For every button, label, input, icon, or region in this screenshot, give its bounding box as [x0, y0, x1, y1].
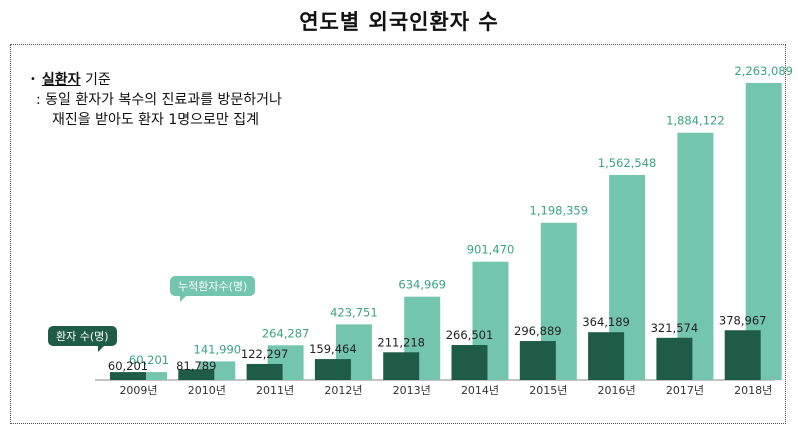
patient-bar: [383, 352, 420, 380]
x-tick-label: 2010년: [188, 384, 226, 397]
patient-bar: [519, 341, 556, 380]
patient-value-label: 211,218: [377, 335, 425, 349]
cumulative-value-label: 1,198,359: [530, 204, 589, 218]
note-bullet: •: [30, 74, 36, 85]
note-line-3: 재진을 받아도 환자 1명으로만 집계: [52, 112, 260, 128]
patient-value-label: 81,789: [176, 359, 216, 373]
legend-callout-patients: 환자 수(명): [48, 326, 117, 352]
patient-bar: [178, 369, 215, 380]
x-tick-label: 2015년: [529, 384, 567, 397]
x-tick-label: 2012년: [324, 384, 362, 397]
cumulative-value-label: 1,884,122: [666, 114, 725, 128]
x-tick-label: 2013년: [393, 384, 431, 397]
patient-value-label: 266,501: [446, 328, 494, 342]
cumulative-value-label: 1,562,548: [598, 156, 657, 170]
note-line-2: : 동일 환자가 복수의 진료과를 방문하거나: [36, 92, 282, 108]
cumulative-value-label: 60,201: [129, 353, 169, 367]
patient-value-label: 321,574: [651, 321, 699, 335]
x-tick-label: 2018년: [734, 384, 772, 397]
criteria-note: • 실환자 기준 : 동일 환자가 복수의 진료과를 방문하거나 재진을 받아도 …: [30, 70, 282, 130]
patient-value-label: 378,967: [719, 313, 767, 327]
cumulative-value-label: 141,990: [194, 342, 242, 356]
cumulative-bar: [131, 372, 167, 380]
patient-bar: [656, 337, 693, 380]
x-tick-label: 2017년: [666, 384, 704, 397]
cumulative-value-label: 634,969: [398, 278, 446, 292]
cumulative-value-label: 264,287: [262, 326, 310, 340]
note-emphasis: 실환자: [41, 72, 81, 88]
chart-title: 연도별 외국인환자 수: [299, 10, 499, 34]
patient-bar: [314, 359, 351, 380]
patient-value-label: 364,189: [582, 315, 630, 329]
cumulative-value-label: 423,751: [330, 305, 378, 319]
patient-bar: [451, 345, 488, 380]
x-tick-label: 2011년: [256, 384, 294, 397]
patient-value-label: 60,201: [108, 359, 148, 373]
x-tick-label: 2014년: [461, 384, 499, 397]
patient-value-label: 296,889: [514, 324, 562, 338]
legend-callout-cumulative: 누적환자수(명): [170, 276, 256, 302]
patient-bar: [588, 332, 625, 380]
patient-bar: [246, 363, 283, 380]
x-tick-label: 2016년: [598, 384, 636, 397]
patient-value-label: 122,297: [241, 347, 289, 361]
cumulative-value-label: 901,470: [467, 243, 515, 257]
patient-bar: [724, 330, 761, 380]
cumulative-value-label: 2,263,089: [734, 64, 793, 78]
patient-bar: [110, 372, 146, 380]
note-line-1: • 실환자 기준: [30, 70, 282, 90]
chart-frame: [10, 44, 786, 424]
x-tick-label: 2009년: [119, 384, 157, 397]
patient-value-label: 159,464: [309, 342, 357, 356]
note-criteria: 기준: [80, 72, 111, 88]
